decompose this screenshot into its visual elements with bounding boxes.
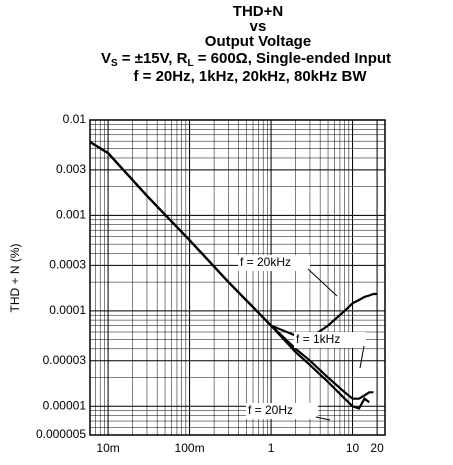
subtitle-sub: S [111,58,118,69]
subtitle: f = 20Hz, 1kHz, 20kHz, 80kHz BW [133,68,367,85]
y-tick-label: 0.00003 [43,353,87,367]
subtitle-part: = 600Ω, Single-ended Input [194,50,391,67]
x-tick-label: 10 [346,441,360,455]
x-tick-label: 10m [96,441,119,455]
y-axis-label: THD + N (%) [8,243,22,312]
subtitle: VS = ±15V, RL = 600Ω, Single-ended Input [101,50,391,69]
annotation-box [294,332,366,348]
series-line [89,140,370,410]
subtitle-part: V [101,50,111,67]
x-tick-label: 1 [268,441,275,455]
y-tick-label: 0.00001 [43,398,87,412]
series-line [89,140,378,340]
chart-title: vs [250,18,267,35]
y-tick-label: 0.000005 [36,427,86,441]
x-tick-label: 20 [370,441,384,455]
chart-title: THD+N [233,3,283,20]
subtitle-part: = ±15V, R [118,50,188,67]
annotation-box [246,403,318,419]
annotation-box [238,255,310,271]
subtitle-sub: L [187,58,193,69]
y-tick-label: 0.003 [56,162,86,176]
legend-label: f = 20kHz [240,255,291,269]
legend-label: f = 20Hz [248,403,293,417]
y-tick-label: 0.001 [56,208,86,222]
x-tick-label: 100m [175,441,205,455]
legend-label: f = 1kHz [296,332,340,346]
y-tick-label: 0.01 [63,112,87,126]
annotation-arrow [315,416,331,421]
plot-frame [89,119,386,436]
y-tick-label: 0.0001 [49,303,86,317]
chart-title: Output Voltage [205,33,311,50]
annotation-arrow [359,345,365,369]
y-tick-label: 0.0003 [49,257,86,271]
annotation-arrow [307,268,338,297]
